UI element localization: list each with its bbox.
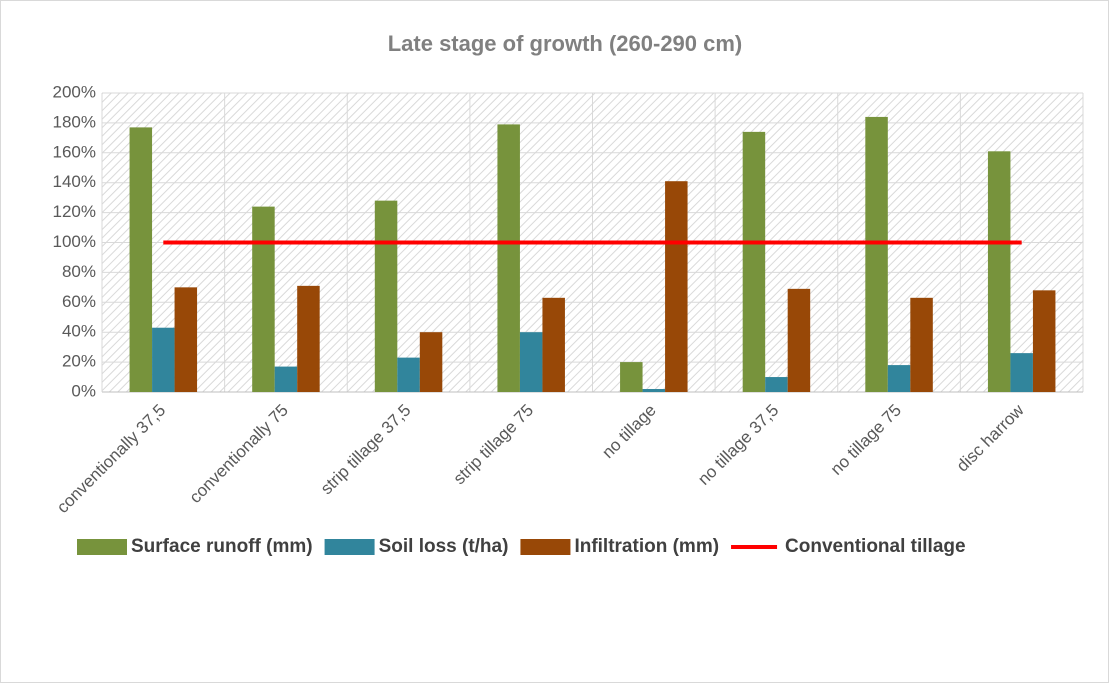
bar — [397, 357, 420, 392]
y-tick-label: 140% — [53, 172, 96, 191]
bar — [642, 389, 666, 392]
bar — [910, 297, 933, 392]
y-tick-label: 80% — [62, 262, 96, 281]
chart-title: Late stage of growth (260-290 cm) — [388, 31, 743, 56]
legend-label: Infiltration (mm) — [574, 536, 719, 557]
bar — [787, 288, 811, 392]
y-tick-label: 200% — [53, 82, 96, 101]
legend-label: Soil loss (t/ha) — [379, 536, 509, 557]
bar — [987, 151, 1011, 392]
y-tick-label: 40% — [62, 322, 96, 341]
legend-swatch — [324, 539, 375, 555]
bar — [129, 127, 153, 392]
legend-swatch — [520, 539, 571, 555]
bar — [742, 131, 766, 392]
bar — [542, 297, 565, 392]
bar — [1010, 353, 1033, 392]
bar — [765, 377, 788, 392]
bar — [887, 365, 911, 392]
y-tick-label: 180% — [53, 112, 96, 131]
bar — [497, 124, 520, 393]
bar — [174, 287, 198, 392]
bar — [419, 332, 443, 392]
legend-label: Conventional tillage — [785, 536, 966, 557]
bar — [620, 362, 643, 392]
y-tick-label: 60% — [62, 292, 96, 311]
bar — [252, 206, 275, 392]
bar — [297, 285, 320, 392]
y-tick-label: 20% — [62, 352, 96, 371]
legend-swatch — [77, 539, 127, 555]
y-tick-label: 160% — [53, 142, 96, 161]
legend-label: Surface runoff (mm) — [131, 536, 313, 557]
bar — [665, 181, 688, 392]
y-tick-label: 100% — [53, 232, 96, 251]
y-tick-label: 0% — [71, 381, 96, 400]
bar — [1032, 290, 1056, 392]
bar — [152, 327, 175, 392]
bar — [374, 200, 398, 392]
bar — [519, 332, 543, 392]
y-tick-label: 120% — [53, 202, 96, 221]
bar — [274, 366, 298, 392]
bar — [865, 116, 888, 393]
